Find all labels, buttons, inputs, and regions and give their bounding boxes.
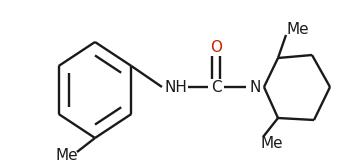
- Text: C: C: [211, 80, 221, 95]
- Text: Me: Me: [287, 22, 309, 37]
- Text: N: N: [249, 80, 261, 95]
- Text: O: O: [210, 39, 222, 54]
- Text: NH: NH: [165, 80, 188, 95]
- Text: Me: Me: [56, 148, 78, 164]
- Text: Me: Me: [261, 135, 283, 150]
